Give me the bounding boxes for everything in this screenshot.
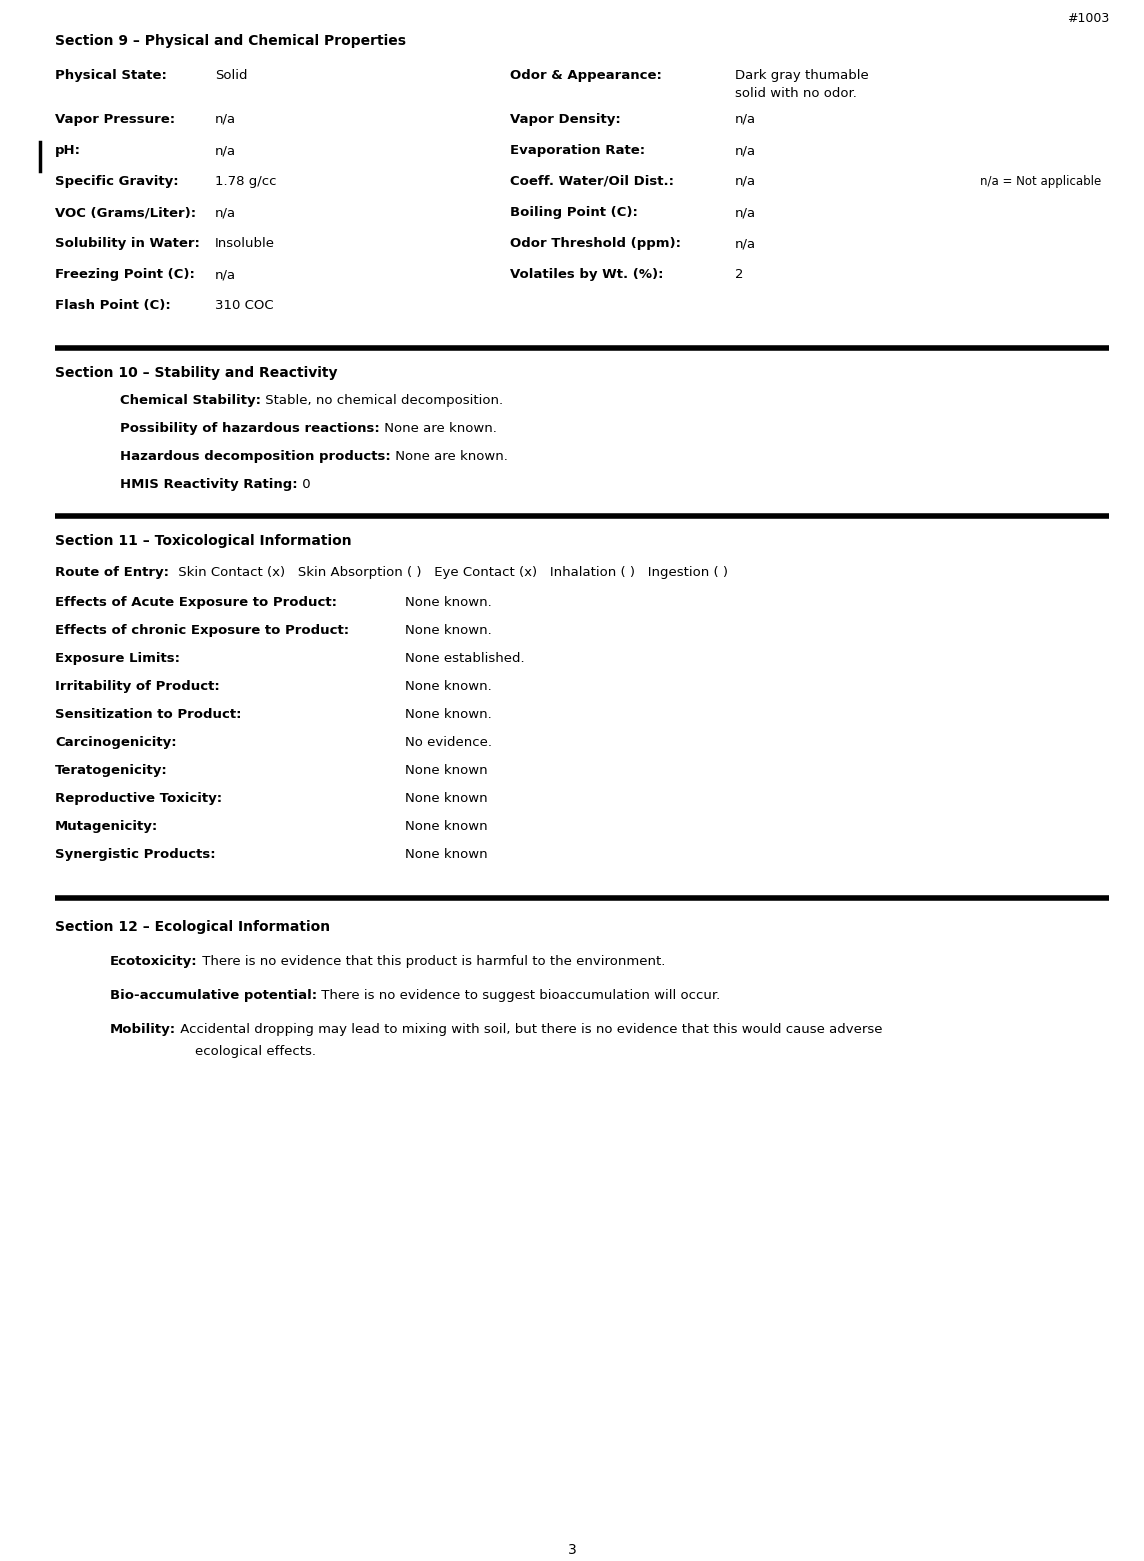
Text: Possibility of hazardous reactions:: Possibility of hazardous reactions: <box>120 421 380 436</box>
Text: n/a: n/a <box>734 144 756 158</box>
Text: Dark gray thumable: Dark gray thumable <box>734 69 868 83</box>
Text: Vapor Pressure:: Vapor Pressure: <box>55 112 175 126</box>
Text: 1.78 g/cc: 1.78 g/cc <box>215 175 277 187</box>
Text: 3: 3 <box>567 1542 577 1556</box>
Text: None known: None known <box>405 848 487 862</box>
Text: Evaporation Rate:: Evaporation Rate: <box>510 144 645 158</box>
Text: 0: 0 <box>297 478 310 492</box>
Text: Mobility:: Mobility: <box>110 1022 176 1037</box>
Text: n/a: n/a <box>734 237 756 250</box>
Text: Odor Threshold (ppm):: Odor Threshold (ppm): <box>510 237 681 250</box>
Text: Mutagenicity:: Mutagenicity: <box>55 820 158 834</box>
Text: Volatiles by Wt. (%):: Volatiles by Wt. (%): <box>510 268 664 281</box>
Text: Bio-accumulative potential:: Bio-accumulative potential: <box>110 990 317 1002</box>
Text: Coeff. Water/Oil Dist.:: Coeff. Water/Oil Dist.: <box>510 175 674 187</box>
Text: Section 9 – Physical and Chemical Properties: Section 9 – Physical and Chemical Proper… <box>55 34 406 48</box>
Text: Irritability of Product:: Irritability of Product: <box>55 681 220 693</box>
Text: None known.: None known. <box>405 709 492 721</box>
Text: None known: None known <box>405 820 487 834</box>
Text: ecological effects.: ecological effects. <box>194 1044 316 1058</box>
Text: Chemical Stability:: Chemical Stability: <box>120 393 261 407</box>
Text: None known.: None known. <box>405 624 492 637</box>
Text: Vapor Density:: Vapor Density: <box>510 112 621 126</box>
Text: Carcinogenicity:: Carcinogenicity: <box>55 735 176 749</box>
Text: n/a: n/a <box>734 206 756 219</box>
Text: Stable, no chemical decomposition.: Stable, no chemical decomposition. <box>261 393 503 407</box>
Text: Insoluble: Insoluble <box>215 237 275 250</box>
Text: Solubility in Water:: Solubility in Water: <box>55 237 200 250</box>
Text: Route of Entry:: Route of Entry: <box>55 567 174 579</box>
Text: Exposure Limits:: Exposure Limits: <box>55 652 180 665</box>
Text: Effects of chronic Exposure to Product:: Effects of chronic Exposure to Product: <box>55 624 349 637</box>
Text: None established.: None established. <box>405 652 525 665</box>
Text: 2: 2 <box>734 268 744 281</box>
Text: Flash Point (C):: Flash Point (C): <box>55 300 170 312</box>
Text: pH:: pH: <box>55 144 81 158</box>
Text: n/a: n/a <box>215 268 236 281</box>
Text: Specific Gravity:: Specific Gravity: <box>55 175 178 187</box>
Text: Reproductive Toxicity:: Reproductive Toxicity: <box>55 791 222 805</box>
Text: None known: None known <box>405 791 487 805</box>
Text: Section 10 – Stability and Reactivity: Section 10 – Stability and Reactivity <box>55 365 337 379</box>
Text: n/a: n/a <box>734 112 756 126</box>
Text: No evidence.: No evidence. <box>405 735 492 749</box>
Text: Sensitization to Product:: Sensitization to Product: <box>55 709 241 721</box>
Text: Synergistic Products:: Synergistic Products: <box>55 848 215 862</box>
Text: Odor & Appearance:: Odor & Appearance: <box>510 69 662 83</box>
Text: VOC (Grams/Liter):: VOC (Grams/Liter): <box>55 206 196 219</box>
Text: Effects of Acute Exposure to Product:: Effects of Acute Exposure to Product: <box>55 596 337 609</box>
Text: solid with no odor.: solid with no odor. <box>734 87 857 100</box>
Text: Section 11 – Toxicological Information: Section 11 – Toxicological Information <box>55 534 351 548</box>
Text: #1003: #1003 <box>1066 12 1109 25</box>
Text: n/a: n/a <box>215 144 236 158</box>
Text: Skin Contact (x)   Skin Absorption ( )   Eye Contact (x)   Inhalation ( )   Inge: Skin Contact (x) Skin Absorption ( ) Eye… <box>174 567 728 579</box>
Text: 310 COC: 310 COC <box>215 300 273 312</box>
Text: HMIS Reactivity Rating:: HMIS Reactivity Rating: <box>120 478 297 492</box>
Text: None known: None known <box>405 763 487 777</box>
Text: None are known.: None are known. <box>391 450 508 464</box>
Text: Section 12 – Ecological Information: Section 12 – Ecological Information <box>55 919 331 933</box>
Text: Freezing Point (C):: Freezing Point (C): <box>55 268 194 281</box>
Text: Boiling Point (C):: Boiling Point (C): <box>510 206 638 219</box>
Text: n/a: n/a <box>215 112 236 126</box>
Text: Solid: Solid <box>215 69 247 83</box>
Text: Ecotoxicity:: Ecotoxicity: <box>110 955 198 968</box>
Text: Teratogenicity:: Teratogenicity: <box>55 763 168 777</box>
Text: Hazardous decomposition products:: Hazardous decomposition products: <box>120 450 391 464</box>
Text: Accidental dropping may lead to mixing with soil, but there is no evidence that : Accidental dropping may lead to mixing w… <box>176 1022 883 1037</box>
Text: None known.: None known. <box>405 681 492 693</box>
Text: n/a: n/a <box>215 206 236 219</box>
Text: Physical State:: Physical State: <box>55 69 167 83</box>
Text: None are known.: None are known. <box>380 421 496 436</box>
Text: n/a: n/a <box>734 175 756 187</box>
Text: There is no evidence that this product is harmful to the environment.: There is no evidence that this product i… <box>198 955 665 968</box>
Text: None known.: None known. <box>405 596 492 609</box>
Text: There is no evidence to suggest bioaccumulation will occur.: There is no evidence to suggest bioaccum… <box>317 990 721 1002</box>
Text: n/a = Not applicable: n/a = Not applicable <box>980 175 1102 187</box>
